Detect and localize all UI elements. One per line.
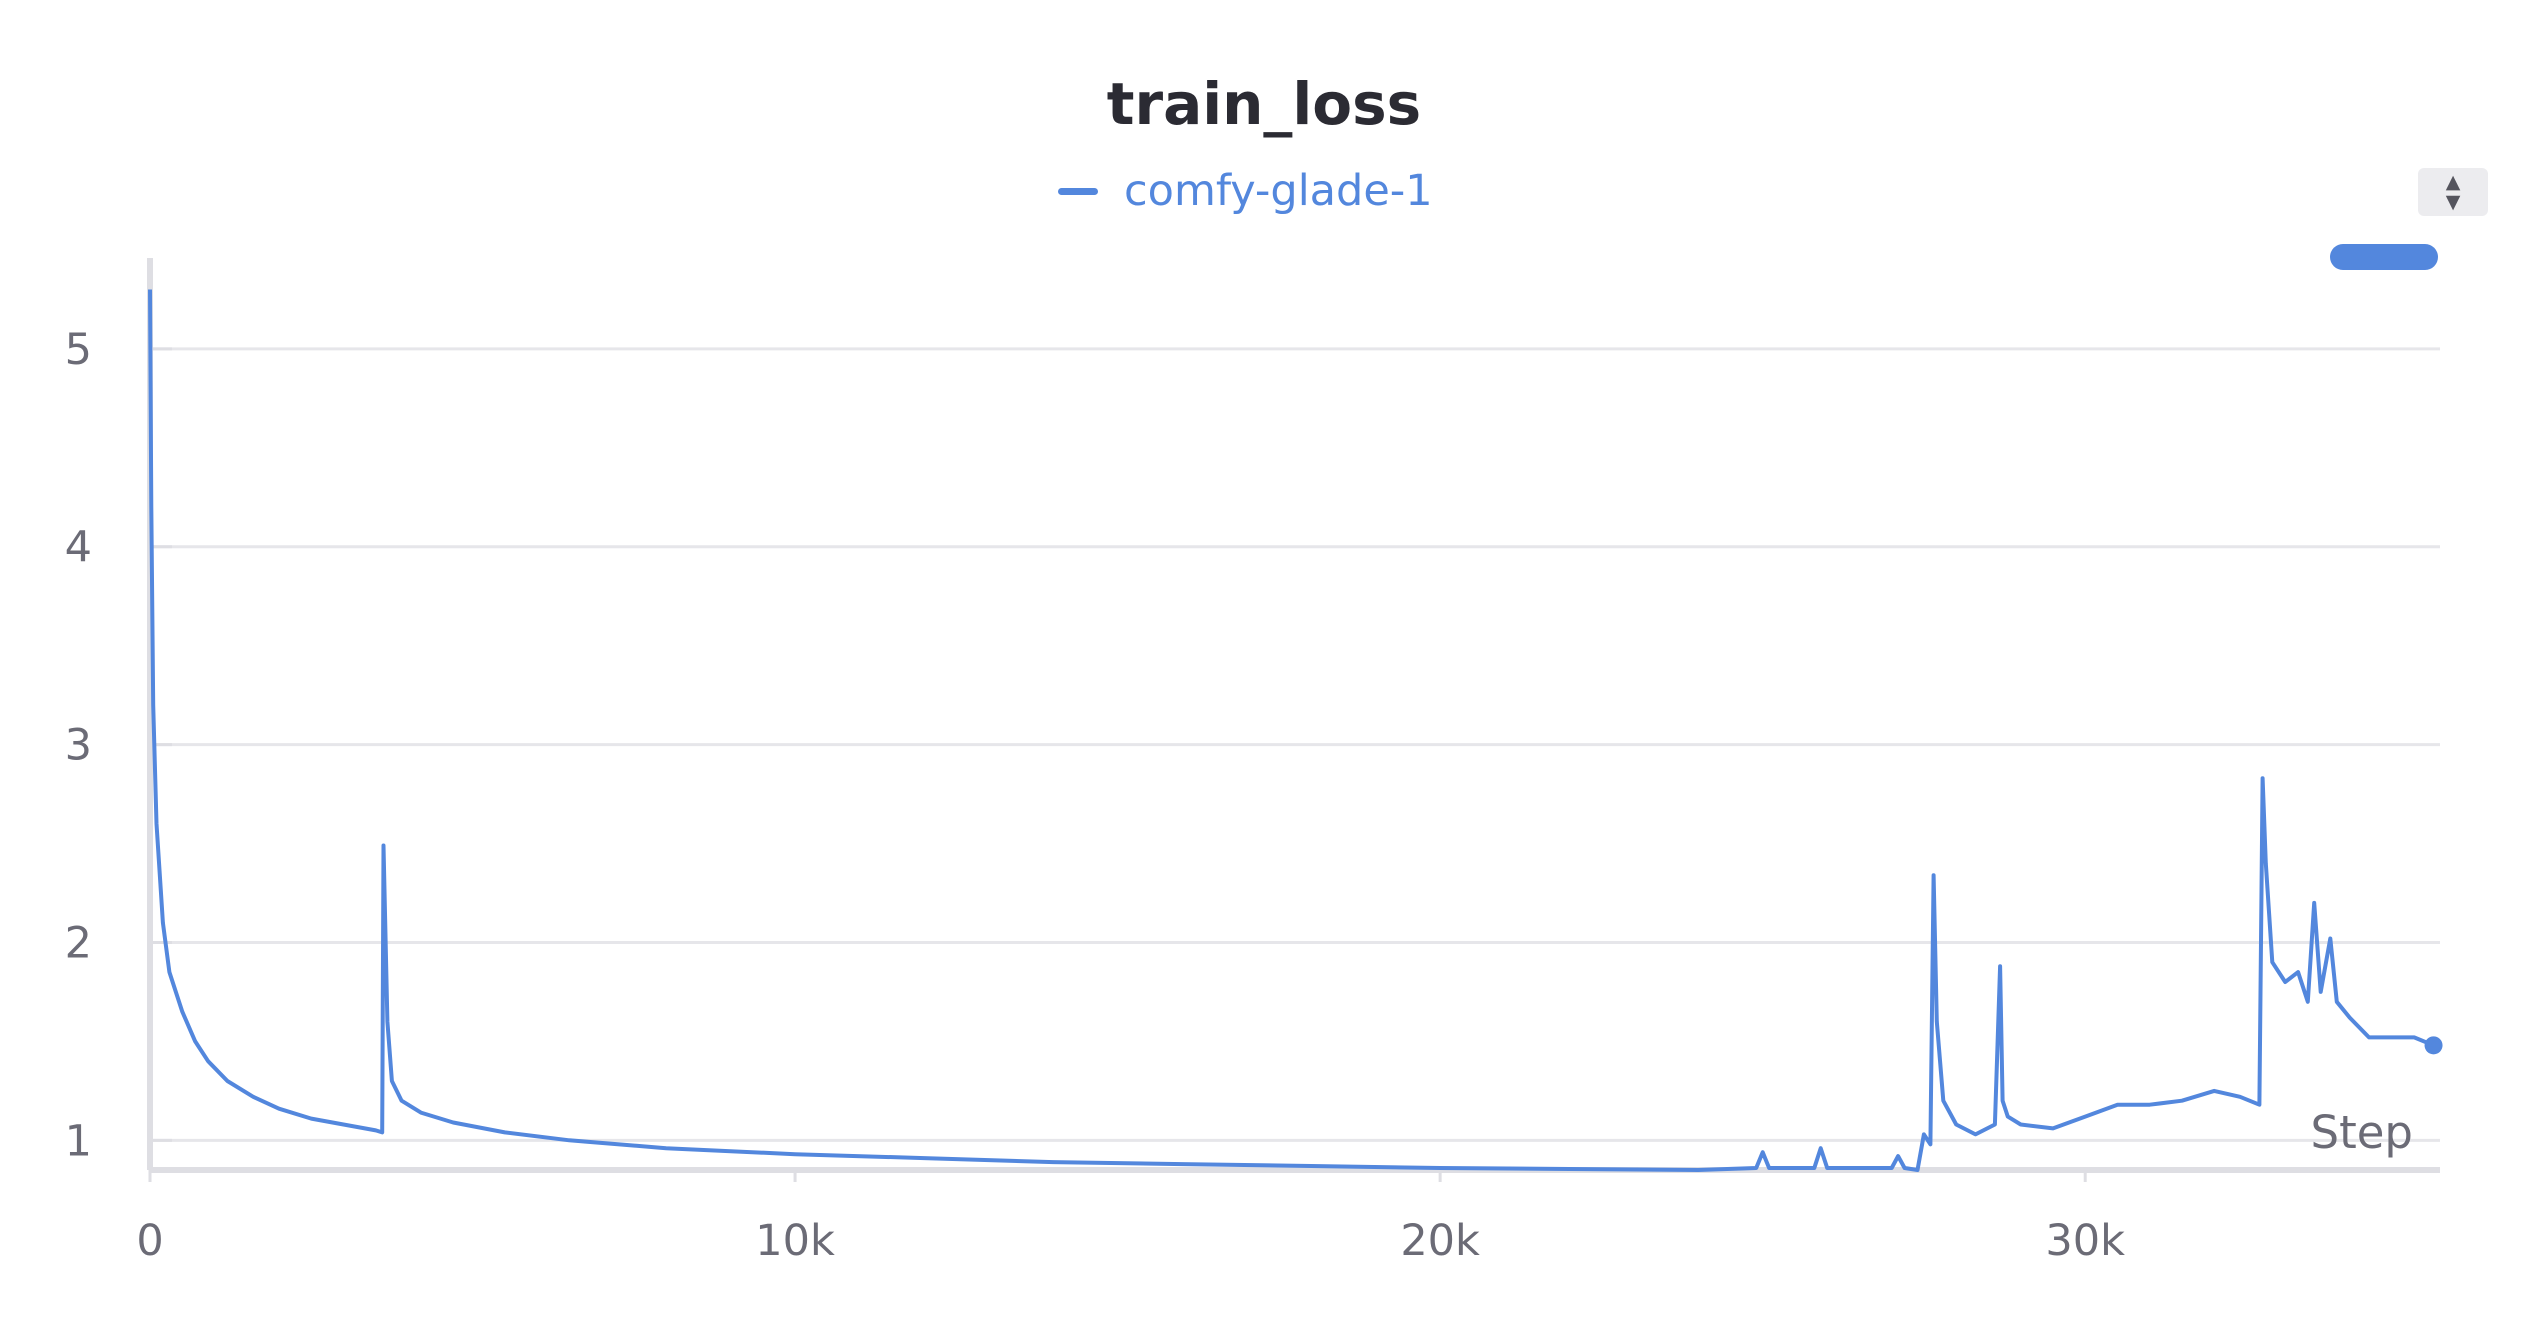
legend-swatch [1058, 187, 1098, 195]
x-axis-label: Step [2311, 1106, 2413, 1159]
chevron-down-icon[interactable]: ▼ [2445, 191, 2461, 213]
y-tick-label: 4 [65, 523, 92, 573]
y-tick-label: 5 [65, 325, 92, 375]
legend-scroll-control[interactable]: ▲ ▼ [2418, 168, 2488, 216]
legend-label-comfy-glade-1: comfy-glade-1 [1124, 166, 1433, 216]
series-lines [148, 289, 2443, 1172]
series-end-marker [2424, 1036, 2443, 1055]
grid-lines [150, 347, 2440, 1142]
y-tick-label: 3 [65, 721, 92, 771]
legend[interactable]: comfy-glade-1 [1058, 166, 1433, 216]
series-line-comfy-glade-1[interactable] [148, 289, 2435, 1172]
x-axis-ticks: 0 10k 20k 30k [136, 1170, 2125, 1266]
y-tick-label: 1 [65, 1116, 92, 1166]
chart-title: train_loss [1106, 70, 1422, 138]
x-tick-label: 20k [1400, 1216, 1480, 1266]
chevron-up-icon[interactable]: ▲ [2445, 171, 2461, 193]
x-tick-label: 10k [755, 1216, 835, 1266]
y-tick-label: 2 [65, 918, 92, 968]
x-tick-label: 30k [2045, 1216, 2125, 1266]
x-tick-label: 0 [136, 1216, 163, 1266]
axes [147, 258, 2440, 1173]
legend-scroll-handle[interactable] [2330, 244, 2438, 270]
